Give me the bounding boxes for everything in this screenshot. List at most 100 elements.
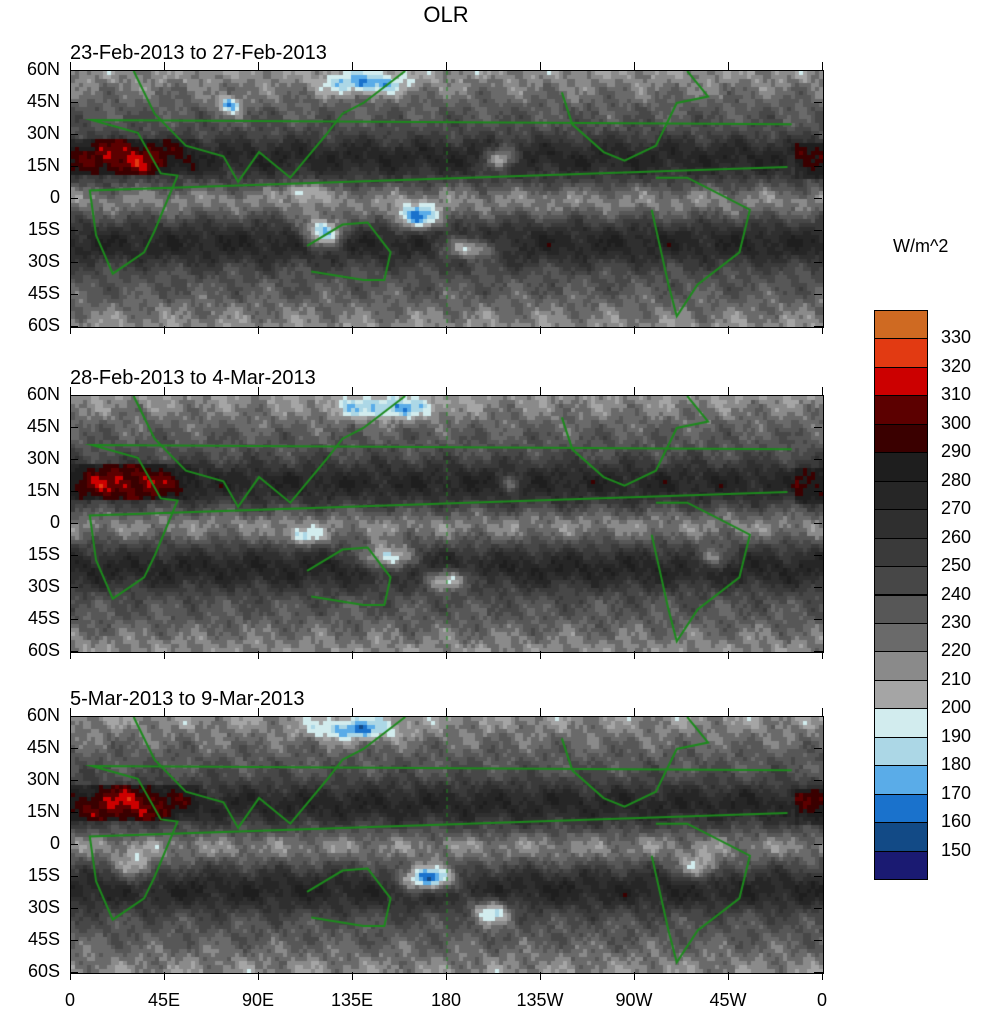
lat-tick-label: 60S — [27, 315, 60, 335]
lat-tick-label: 15S — [27, 219, 60, 239]
lat-tick-label: 60S — [27, 640, 60, 660]
tick-mark — [70, 387, 71, 395]
tick-mark — [814, 876, 822, 877]
lon-tick-label: 0 — [816, 990, 827, 1010]
tick-mark — [70, 491, 78, 492]
tick-mark — [70, 427, 78, 428]
tick-mark — [814, 780, 822, 781]
lon-tick-label: 45W — [709, 990, 747, 1010]
panel-title: 5-Mar-2013 to 9-Mar-2013 — [70, 688, 305, 710]
tick-mark — [540, 62, 541, 70]
colorbar-label: 240 — [941, 583, 972, 604]
colorbar-swatch — [874, 622, 928, 653]
tick-mark — [540, 972, 541, 980]
lon-tick-label: 0 — [64, 990, 75, 1010]
colorbar-label: 210 — [941, 668, 972, 689]
olr-map-panel — [70, 395, 824, 653]
colorbar-label: 330 — [941, 327, 972, 348]
tick-mark — [70, 708, 71, 716]
tick-mark — [814, 748, 822, 749]
tick-mark — [728, 387, 729, 395]
tick-mark — [814, 198, 822, 199]
tick-mark — [70, 459, 78, 460]
tick-mark — [70, 198, 78, 199]
tick-mark — [822, 387, 823, 395]
tick-mark — [70, 62, 71, 70]
tick-mark — [70, 651, 78, 652]
tick-mark — [814, 651, 822, 652]
tick-mark — [728, 708, 729, 716]
tick-mark — [814, 134, 822, 135]
tick-mark — [70, 555, 78, 556]
lon-tick-label: 45E — [147, 990, 181, 1010]
colorbar-swatch — [874, 395, 928, 425]
tick-mark — [814, 940, 822, 941]
tick-mark — [814, 812, 822, 813]
lat-tick-label: 0 — [49, 833, 60, 853]
tick-mark — [70, 262, 78, 263]
tick-mark — [634, 387, 635, 395]
tick-mark — [446, 651, 447, 659]
tick-mark — [70, 294, 78, 295]
tick-mark — [540, 326, 541, 334]
colorbar-label: 310 — [941, 384, 972, 405]
tick-mark — [352, 972, 353, 980]
tick-mark — [814, 555, 822, 556]
tick-mark — [634, 708, 635, 716]
lat-tick-label: 45S — [27, 608, 60, 628]
lon-tick-label: 135E — [330, 990, 374, 1010]
tick-mark — [70, 587, 78, 588]
tick-mark — [164, 972, 165, 980]
colorbar-swatch — [874, 708, 928, 738]
lat-tick-label: 60N — [26, 59, 60, 79]
tick-mark — [728, 651, 729, 659]
colorbar-label: 320 — [941, 355, 972, 376]
tick-mark — [814, 716, 822, 717]
colorbar-label: 190 — [941, 725, 972, 746]
tick-mark — [258, 326, 259, 334]
tick-mark — [822, 708, 823, 716]
tick-mark — [814, 70, 822, 71]
tick-mark — [70, 940, 78, 941]
colorbar-swatch — [874, 480, 928, 511]
tick-mark — [822, 62, 823, 70]
colorbar-label: 230 — [941, 611, 972, 632]
lon-tick-label: 180 — [430, 990, 462, 1010]
tick-mark — [70, 972, 78, 973]
lat-tick-label: 30N — [26, 769, 60, 789]
tick-mark — [728, 326, 729, 334]
tick-mark — [70, 748, 78, 749]
tick-mark — [164, 708, 165, 716]
lat-tick-label: 45N — [26, 416, 60, 436]
lat-tick-label: 45S — [27, 929, 60, 949]
lat-tick-label: 15N — [26, 801, 60, 821]
olr-map-panel — [70, 716, 824, 974]
tick-mark — [258, 62, 259, 70]
tick-mark — [814, 262, 822, 263]
lat-tick-label: 30N — [26, 123, 60, 143]
tick-mark — [814, 427, 822, 428]
tick-mark — [822, 326, 823, 334]
tick-mark — [70, 780, 78, 781]
tick-mark — [814, 523, 822, 524]
colorbar-units: W/m^2 — [893, 236, 949, 256]
panel-title: 23-Feb-2013 to 27-Feb-2013 — [70, 42, 327, 64]
colorbar-label: 170 — [941, 782, 972, 803]
colorbar-label: 220 — [941, 640, 972, 661]
tick-mark — [814, 166, 822, 167]
tick-mark — [446, 62, 447, 70]
tick-mark — [70, 523, 78, 524]
lat-tick-label: 30S — [27, 576, 60, 596]
lon-tick-label: 135W — [516, 990, 564, 1010]
tick-mark — [70, 651, 71, 659]
tick-mark — [70, 134, 78, 135]
lat-tick-label: 45N — [26, 91, 60, 111]
tick-mark — [728, 62, 729, 70]
tick-mark — [446, 972, 447, 980]
tick-mark — [258, 387, 259, 395]
lat-tick-label: 15N — [26, 155, 60, 175]
lat-tick-label: 60S — [27, 961, 60, 981]
colorbar-label: 280 — [941, 469, 972, 490]
colorbar-swatch — [874, 793, 928, 824]
lon-tick-label: 90E — [241, 990, 275, 1010]
